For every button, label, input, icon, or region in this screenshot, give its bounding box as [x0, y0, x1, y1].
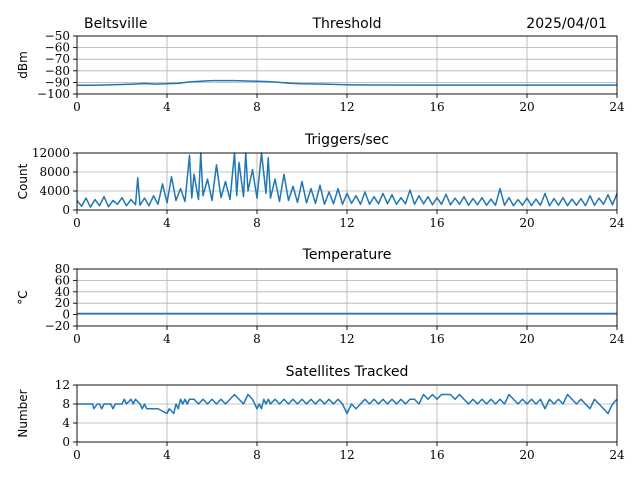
threshold-xtick-label: 12 — [339, 100, 354, 114]
satellites-xtick-label: 0 — [73, 448, 81, 462]
threshold-xtick-label: 8 — [253, 100, 261, 114]
satellites-ytick-label: 0 — [62, 435, 70, 449]
triggers-title: Triggers/sec — [304, 132, 389, 148]
threshold-ytick-label: −70 — [45, 52, 70, 66]
temperature-xtick-label: 8 — [253, 332, 261, 346]
temperature-xtick-label: 4 — [163, 332, 171, 346]
threshold-series-line — [77, 79, 617, 87]
satellites-xtick-label: 24 — [609, 448, 625, 462]
temperature-xtick-label: 20 — [519, 332, 534, 346]
triggers-series-line — [76, 152, 618, 208]
triggers-xtick-label: 4 — [163, 216, 171, 230]
satellites-ytick-label: 4 — [62, 416, 70, 430]
satellites-series-line — [77, 393, 618, 415]
threshold-xtick-label: 20 — [519, 100, 534, 114]
satellites-panel: Satellites Tracked 0 4 8 12 16 20 24 12 8 4 0 Number — [16, 364, 625, 462]
threshold-ytick-label: −90 — [45, 75, 70, 89]
temperature-xtick-label: 24 — [609, 332, 625, 346]
temperature-ytick-label: 80 — [55, 262, 70, 276]
triggers-xtick-label: 16 — [429, 216, 444, 230]
threshold-xtick-label: 16 — [429, 100, 444, 114]
satellites-ytick-label: 8 — [62, 397, 70, 411]
station-name: Beltsville — [84, 16, 147, 32]
triggers-xtick-label: 8 — [253, 216, 261, 230]
temperature-ytick-label: 60 — [55, 273, 70, 287]
threshold-ylabel: dBm — [16, 51, 30, 79]
satellites-ylabel: Number — [16, 389, 30, 437]
satellites-xtick-label: 4 — [163, 448, 171, 462]
triggers-ylabel: Count — [16, 163, 30, 199]
threshold-ytick-label: −100 — [37, 87, 70, 101]
temperature-xtick-label: 0 — [73, 332, 81, 346]
threshold-title: Threshold — [312, 16, 382, 32]
threshold-ytick-label: −80 — [45, 64, 70, 78]
threshold-panel: Threshold 0 4 8 12 16 20 24 −50−60−70−80−90−100 d… — [16, 16, 625, 114]
threshold-xtick-label: 4 — [163, 100, 171, 114]
triggers-ytick-label: 0 — [62, 203, 70, 217]
temperature-xtick-label: 12 — [339, 332, 354, 346]
triggers-ytick-label: 4000 — [39, 184, 70, 198]
triggers-ytick-label: 8000 — [39, 165, 70, 179]
threshold-ytick-label: −60 — [45, 41, 70, 55]
temperature-ytick-label: −20 — [45, 319, 70, 333]
triggers-xtick-label: 20 — [519, 216, 534, 230]
satellites-xtick-label: 20 — [519, 448, 534, 462]
temperature-ylabel: °C — [16, 290, 30, 304]
triggers-xtick-label: 0 — [73, 216, 81, 230]
satellites-xtick-label: 8 — [253, 448, 261, 462]
triggers-panel: Triggers/sec 0 4 8 12 16 20 24 12000 8000 4000 0 Cou… — [16, 132, 625, 230]
temperature-ytick-label: 40 — [55, 285, 70, 299]
report-date: 2025/04/01 — [526, 16, 607, 32]
triggers-ytick-label: 12000 — [32, 146, 70, 160]
threshold-ytick-label: −50 — [45, 29, 70, 43]
threshold-xtick-label: 24 — [609, 100, 625, 114]
satellites-xtick-label: 16 — [429, 448, 444, 462]
temperature-ytick-label: 20 — [55, 296, 70, 310]
satellites-xtick-label: 12 — [339, 448, 354, 462]
triggers-xtick-label: 12 — [339, 216, 354, 230]
satellites-title: Satellites Tracked — [286, 364, 409, 380]
threshold-xtick-label: 0 — [73, 100, 81, 114]
satellites-ytick-label: 12 — [55, 378, 70, 392]
temperature-ytick-label: 0 — [62, 308, 70, 322]
triggers-xtick-label: 24 — [609, 216, 625, 230]
temperature-title: Temperature — [302, 247, 392, 263]
temperature-xtick-label: 16 — [429, 332, 444, 346]
